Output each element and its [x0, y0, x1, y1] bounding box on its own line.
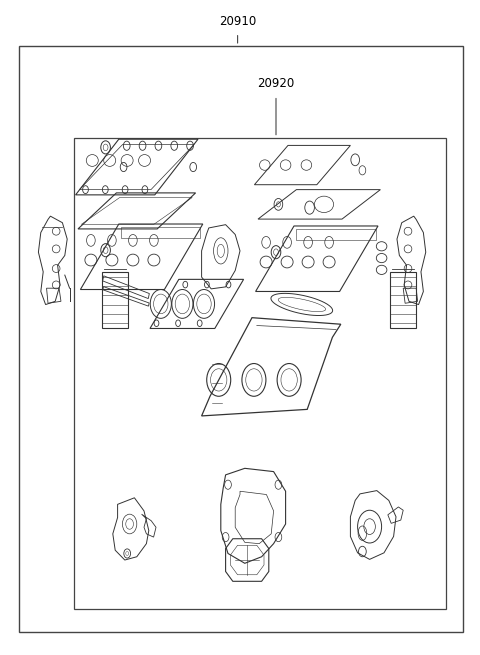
Bar — [74, 138, 446, 609]
Bar — [102, 272, 129, 328]
Text: 20920: 20920 — [257, 77, 295, 90]
Bar — [19, 46, 463, 632]
Text: 20910: 20910 — [219, 14, 256, 28]
Bar — [390, 272, 417, 328]
